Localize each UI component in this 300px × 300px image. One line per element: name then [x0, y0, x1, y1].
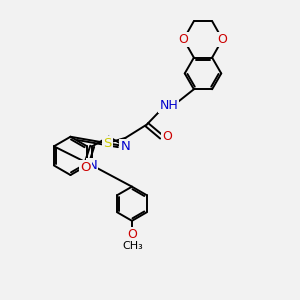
Text: O: O	[162, 130, 172, 143]
Text: O: O	[178, 33, 188, 46]
Text: O: O	[218, 33, 227, 46]
Text: NH: NH	[160, 99, 178, 112]
Text: S: S	[103, 136, 112, 150]
Text: O: O	[127, 228, 137, 242]
Text: N: N	[121, 140, 130, 153]
Text: N: N	[87, 159, 97, 172]
Text: CH₃: CH₃	[122, 241, 143, 251]
Text: O: O	[80, 161, 91, 174]
